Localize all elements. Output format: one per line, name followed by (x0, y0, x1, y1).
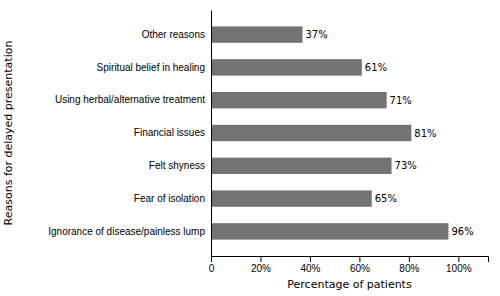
data-label: 73% (395, 160, 417, 171)
y-tick-label: Spiritual belief in healing (97, 62, 205, 73)
x-tick-label: 0 (209, 263, 215, 274)
y-tick-label: Using herbal/alternative treatment (55, 94, 205, 105)
data-label: 71% (390, 95, 412, 106)
bar (211, 223, 448, 239)
y-tick-label: Fear of isolation (134, 193, 205, 204)
bar (211, 26, 303, 42)
data-label: 65% (375, 193, 397, 204)
x-tick-label: 40% (300, 263, 320, 274)
x-tick: 100% (446, 256, 472, 274)
y-tick: Financial issues (134, 127, 205, 138)
bar (211, 158, 392, 174)
y-tick: Other reasons (142, 29, 205, 40)
bar (211, 190, 372, 206)
x-tick-mark (458, 256, 459, 262)
bar (211, 125, 411, 141)
y-axis-title: Reasons for delayed presentation (2, 41, 15, 226)
y-tick: Spiritual belief in healing (97, 62, 205, 73)
y-tick-label: Other reasons (142, 29, 205, 40)
x-tick-mark (260, 256, 261, 262)
bar (211, 92, 387, 108)
y-tick-label: Ignorance of disease/painless lump (48, 226, 205, 237)
x-axis-line (212, 257, 489, 263)
chart: 96% 65% 73% 81% 71% 61% 37% 0 20% 40% 60% 80% 100% Ig… (0, 0, 500, 296)
x-tick: 0 (209, 256, 215, 274)
data-label: 37% (306, 29, 328, 40)
x-tick: 80% (399, 256, 419, 274)
bars (211, 26, 448, 239)
x-tick-label: 100% (446, 263, 472, 274)
x-tick: 40% (300, 256, 320, 274)
x-tick-mark (211, 256, 212, 262)
x-tick: 20% (251, 256, 271, 274)
y-tick-label: Financial issues (134, 127, 205, 138)
y-axis-line (211, 11, 212, 257)
data-labels: 96% 65% 73% 81% 71% 61% 37% (306, 29, 474, 237)
plot: 96% 65% 73% 81% 71% 61% 37% 0 20% 40% 60% 80% 100% Ig… (48, 11, 488, 275)
x-tick-mark (310, 256, 311, 262)
data-label: 61% (365, 62, 387, 73)
x-axis: 0 20% 40% 60% 80% 100% (209, 256, 489, 274)
x-tick-mark (409, 256, 410, 262)
y-tick: Using herbal/alternative treatment (55, 94, 205, 105)
y-axis: Ignorance of disease/painless lump Fear o… (48, 11, 211, 257)
y-tick: Fear of isolation (134, 193, 205, 204)
y-tick: Felt shyness (149, 160, 205, 171)
x-tick-label: 80% (399, 263, 419, 274)
y-tick: Ignorance of disease/painless lump (48, 226, 205, 237)
x-axis-title: Percentage of patients (287, 278, 412, 291)
data-label: 81% (414, 128, 436, 139)
x-tick-mark (359, 256, 360, 262)
data-label: 96% (451, 226, 473, 237)
y-tick-label: Felt shyness (149, 160, 205, 171)
x-tick: 60% (350, 256, 370, 274)
bar (211, 59, 362, 75)
x-tick-label: 20% (251, 263, 271, 274)
x-tick-label: 60% (350, 263, 370, 274)
